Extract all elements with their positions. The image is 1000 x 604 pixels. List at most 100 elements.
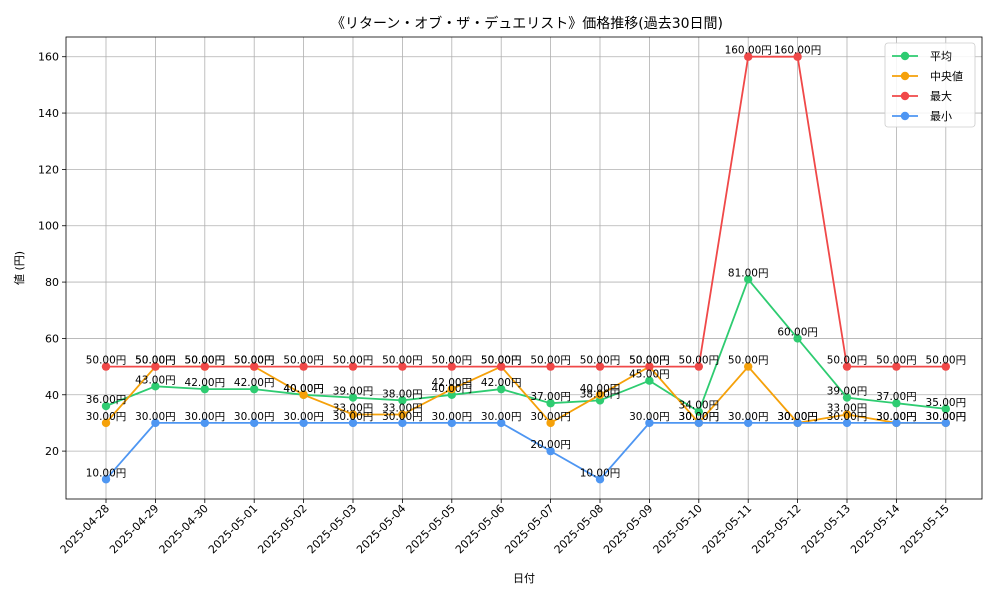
data-point [744,362,753,371]
y-tick-label: 80 [45,276,59,289]
data-point [398,362,407,371]
x-tick-label: 2025-05-06 [453,502,507,556]
data-point [546,362,555,371]
data-point [447,362,456,371]
series-4 [101,418,950,484]
data-label: 60.00円 [777,326,818,338]
data-label: 30.00円 [827,411,868,423]
data-point [842,362,852,371]
data-label: 30.00円 [777,411,818,423]
legend-marker [900,91,910,101]
data-label: 33.00円 [382,402,423,414]
data-label: 50.00円 [926,355,967,367]
data-point [348,418,358,428]
data-point [793,334,802,343]
data-point [348,410,358,419]
chart-title: 《リターン・オブ・ザ・デュエリスト》価格推移(過去30日間) [331,15,723,32]
legend-marker [900,51,910,61]
x-axis-title: 日付 [513,572,535,585]
data-label: 50.00円 [629,355,670,367]
data-point [497,362,506,371]
data-label: 30.00円 [234,411,275,423]
series-line [105,421,946,481]
data-label: 10.00円 [580,467,621,479]
data-point [595,362,605,371]
data-point [398,418,407,428]
data-point [200,362,209,371]
data-label: 30.00円 [432,411,473,423]
data-point [793,52,802,61]
data-label: 50.00円 [185,355,226,367]
x-tick-label: 2025-05-07 [502,502,556,556]
data-point [694,418,703,428]
data-label: 50.00円 [481,355,522,367]
data-point [151,382,160,391]
data-point [447,418,456,428]
data-point [250,362,259,371]
data-point [497,418,506,428]
legend-label: 平均 [930,50,952,63]
data-label: 30.00円 [728,411,769,423]
data-label: 50.00円 [432,355,473,367]
data-label: 81.00円 [728,267,769,279]
data-label: 42.00円 [234,377,275,389]
data-label: 10.00円 [86,467,127,479]
data-point [744,418,753,428]
data-point [892,399,901,408]
data-label: 39.00円 [333,386,374,398]
data-point [299,362,308,371]
data-label: 50.00円 [679,355,720,367]
x-tick-label: 2025-05-12 [749,502,803,556]
x-tick-label: 2025-05-14 [848,502,902,556]
legend-marker [900,111,910,121]
x-tick-label: 2025-05-05 [404,502,458,556]
data-label: 33.00円 [827,402,868,414]
data-point [447,384,456,394]
x-tick-label: 2025-05-08 [552,502,606,556]
data-label: 50.00円 [185,355,226,367]
x-tick-label: 2025-05-02 [255,502,309,556]
series-3 [101,52,950,371]
data-label: 33.00円 [333,402,374,414]
data-label: 30.00円 [876,411,917,423]
legend-frame [884,42,976,128]
data-point [546,399,555,408]
data-point [694,362,703,371]
plot-area-frame [65,36,983,500]
data-point [348,362,358,371]
data-label: 30.00円 [876,411,917,423]
data-label: 37.00円 [530,391,571,403]
data-point [645,362,654,371]
y-tick-label: 140 [38,107,59,120]
data-point [546,446,555,456]
data-label: 50.00円 [382,355,423,367]
data-label: 40.00円 [580,383,621,395]
legend-label: 最小 [930,110,952,123]
data-label: 50.00円 [728,355,769,367]
data-label: 30.00円 [629,411,670,423]
data-label: 160.00円 [774,45,821,57]
data-point [348,393,358,402]
grid [66,37,982,499]
data-label: 42.00円 [481,377,522,389]
x-tick-label: 2025-05-03 [305,502,359,556]
data-point [497,384,506,394]
data-label: 30.00円 [86,411,127,423]
data-point [200,384,209,394]
data-point [101,475,111,484]
data-label: 50.00円 [876,355,917,367]
x-tick-label: 2025-05-04 [354,502,408,556]
data-label: 50.00円 [234,355,275,367]
y-tick-label: 20 [45,445,59,458]
data-point [842,410,852,419]
data-label: 50.00円 [135,355,176,367]
x-tick-label: 2025-04-30 [157,502,211,556]
data-point [250,418,259,428]
data-label: 37.00円 [876,391,917,403]
data-label: 30.00円 [135,411,176,423]
legend-marker [900,71,910,81]
x-tick-label: 2025-05-11 [700,502,754,556]
